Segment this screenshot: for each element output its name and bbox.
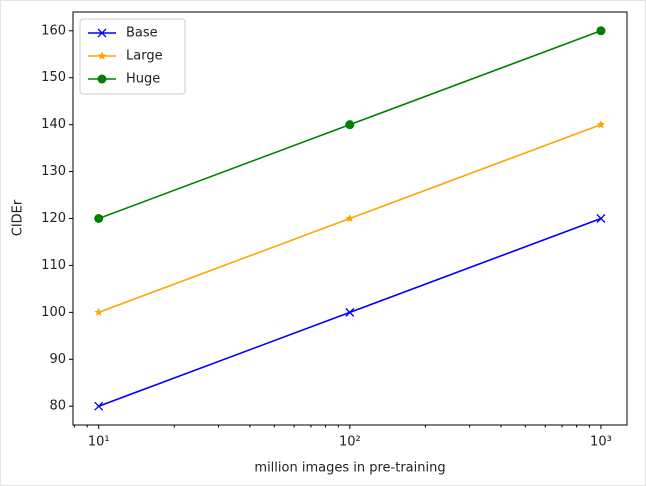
plot-frame: [72, 11, 628, 426]
x-tick-label: 10¹: [88, 435, 110, 450]
marker: [596, 26, 606, 36]
legend-box: [79, 18, 186, 95]
marker: [345, 307, 355, 317]
y-tick-label: 130: [41, 164, 66, 179]
marker: [94, 307, 103, 316]
x-tick-label: 10²: [339, 435, 361, 450]
y-tick-label: 90: [49, 352, 66, 367]
x-tick-label: 10³: [590, 435, 612, 450]
y-tick-label: 160: [41, 23, 66, 38]
marker: [345, 120, 355, 130]
legend-label: Base: [126, 26, 158, 41]
y-tick-label: 120: [41, 211, 66, 226]
y-tick-label: 100: [41, 305, 66, 320]
marker: [345, 214, 355, 223]
y-tick-label: 110: [41, 258, 66, 273]
marker: [596, 214, 606, 223]
marker: [94, 401, 104, 411]
legend-marker: [97, 51, 107, 60]
legend-label: Large: [126, 49, 163, 64]
y-tick-label: 140: [41, 117, 66, 132]
y-tick-label: 150: [41, 70, 66, 85]
marker: [94, 214, 104, 223]
marker: [596, 120, 606, 129]
legend-marker: [97, 74, 107, 84]
y-tick-label: 80: [49, 399, 66, 414]
legend-label: Huge: [126, 72, 160, 87]
legend-marker: [97, 28, 107, 38]
x-axis-label: million images in pre-training: [254, 461, 445, 476]
y-axis-label: CIDEr: [11, 199, 26, 236]
